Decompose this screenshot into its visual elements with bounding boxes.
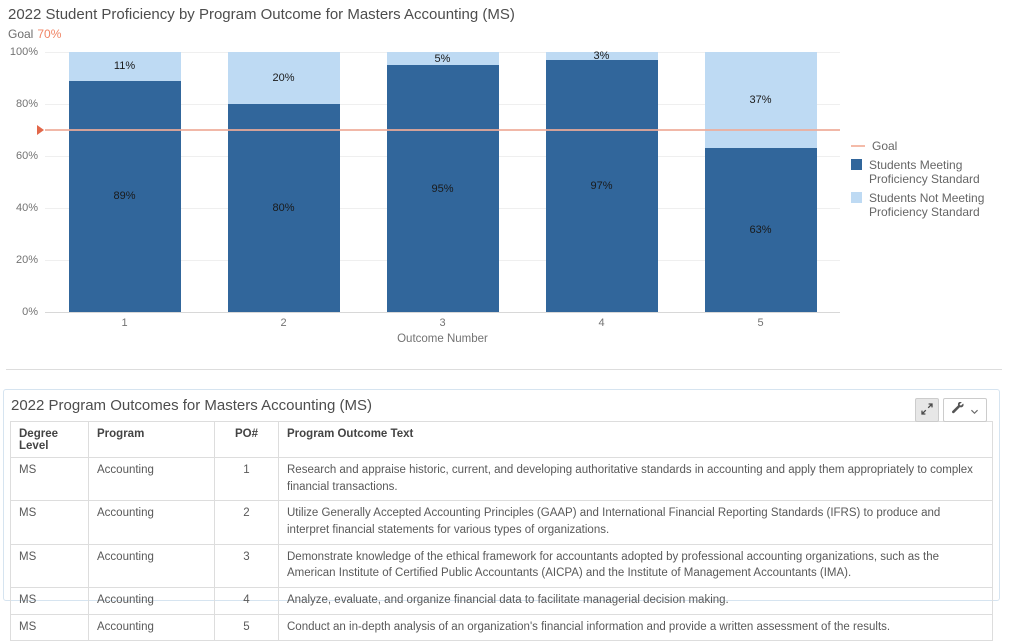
cell-degree-level: MS [10,543,89,589]
program-outcomes-table: Degree Level Program PO# Program Outcome Te… [10,421,993,641]
cell-po-number: 3 [214,543,279,589]
bar-label-not-meeting-2: 20% [272,72,295,84]
program-outcomes-panel: 2022 Program Outcomes for Masters Accoun… [3,389,1000,641]
legend-item-2[interactable]: Students Not Meeting Proficiency Standar… [851,191,1009,219]
wrench-icon [951,401,965,419]
legend-item-label: Students Meeting Proficiency Standard [869,158,980,186]
goal-subtitle-value: 70% [37,27,62,41]
cell-outcome-text: Analyze, evaluate, and organize financia… [278,587,993,615]
chart-title: 2022 Student Proficiency by Program Outc… [8,6,515,23]
bar-label-meeting-5: 63% [749,224,772,237]
table-row: MS Accounting 5 Conduct an in-depth analysi… [10,613,993,641]
cell-program: Accounting [88,456,215,502]
legend-item-1[interactable]: Students Meeting Proficiency Standard [851,158,1009,186]
expand-button[interactable] [915,398,939,422]
cell-po-number: 1 [214,456,279,502]
expand-arrows-icon [920,402,934,419]
cell-degree-level: MS [10,456,89,502]
bar-segment-meeting-5[interactable] [704,148,817,312]
cell-degree-level: MS [10,613,89,641]
proficiency-chart-panel: 2022 Student Proficiency by Program Outc… [8,6,1009,345]
column-header-po-: PO# [214,421,279,458]
bar-segment-not-meeting-1[interactable] [68,52,181,81]
legend-item-label: Students Not Meeting Proficiency Standar… [869,191,985,219]
dashboard-page: 2022 Student Proficiency by Program Outc… [3,6,1009,641]
x-axis-tick-3: 3 [439,317,446,329]
cell-program: Accounting [88,613,215,641]
bar-label-not-meeting-4: 3% [593,49,610,62]
bar-segment-not-meeting-2[interactable] [227,52,340,104]
column-header-degree-level: Degree Level [10,421,89,458]
y-axis-tick-100: 100% [9,46,38,58]
series-swatch-icon [851,192,862,203]
table-header-row: Degree Level Program PO# Program Outcome Te… [10,421,993,458]
bar-segment-meeting-2[interactable] [227,104,340,312]
bar-segment-meeting-3[interactable] [386,65,499,312]
goal-line-marker-icon [37,125,44,135]
bar-segment-not-meeting-4[interactable] [545,52,658,60]
cell-outcome-text: Utilize Generally Accepted Accounting Pr… [278,500,993,545]
bar-segment-meeting-4[interactable] [545,59,658,312]
y-axis-tick-40: 40% [15,202,38,214]
goal-plot-line [45,129,840,131]
y-axis-tick-0: 0% [22,306,38,318]
goal-subtitle: Goal 70% [8,27,61,41]
bar-label-not-meeting-3: 5% [434,52,451,65]
cell-po-number: 2 [214,500,279,545]
bar-label-not-meeting-1: 11% [113,60,136,73]
bar-label-meeting-4: 97% [590,179,613,192]
cell-program: Accounting [88,543,215,589]
goal-subtitle-label: Goal [8,27,34,41]
table-row: MS Accounting 4 Analyze, evaluate, and orga… [10,587,993,615]
bar-label-meeting-3: 95% [431,182,454,195]
bar-label-meeting-2: 80% [272,202,295,214]
bar-label-meeting-1: 89% [113,190,136,203]
cell-program: Accounting [88,500,215,545]
legend-item-label: Goal [872,139,898,153]
bar-segment-not-meeting-3[interactable] [386,52,499,65]
panel-buttons [915,398,987,422]
gridline-0 [45,312,840,313]
cell-outcome-text: Research and appraise historic, current,… [278,456,993,502]
x-axis-tick-2: 2 [280,317,287,329]
goal-line-swatch-icon [851,145,865,147]
cell-degree-level: MS [10,500,89,545]
cell-po-number: 5 [214,613,279,641]
y-axis-tick-60: 60% [15,150,38,162]
column-header-program-outcome-text: Program Outcome Text [278,421,993,458]
series-swatch-icon [851,159,862,170]
x-axis-title: Outcome Number [397,333,488,345]
x-axis-tick-5: 5 [757,317,764,329]
section-divider [6,369,1002,370]
chart-legend: Goal Students Meeting Proficiency Standar… [851,139,1009,224]
bar-segment-meeting-1[interactable] [68,80,181,312]
panel-title: 2022 Program Outcomes for Masters Accoun… [11,397,372,414]
chevron-down-icon [970,403,979,418]
cell-po-number: 4 [214,587,279,615]
cell-program: Accounting [88,587,215,615]
tools-menu-button[interactable] [943,398,987,422]
cell-outcome-text: Demonstrate knowledge of the ethical fra… [278,543,993,589]
legend-item-0[interactable]: Goal [851,139,1009,153]
panel-header: 2022 Program Outcomes for Masters Accoun… [4,390,999,422]
bar-segment-not-meeting-5[interactable] [704,52,817,149]
x-axis-tick-1: 1 [121,317,128,329]
x-axis-tick-4: 4 [598,317,605,329]
table-row: MS Accounting 1 Research and appraise histo… [10,456,993,502]
bar-label-not-meeting-5: 37% [749,94,772,107]
cell-outcome-text: Conduct an in-depth analysis of an organ… [278,613,993,641]
cell-degree-level: MS [10,587,89,615]
table-row: MS Accounting 2 Utilize Generally Accepted … [10,500,993,545]
y-axis-tick-80: 80% [15,98,38,110]
column-header-program: Program [88,421,215,458]
table-row: MS Accounting 3 Demonstrate knowledge of th… [10,543,993,589]
y-axis-tick-20: 20% [15,254,38,266]
